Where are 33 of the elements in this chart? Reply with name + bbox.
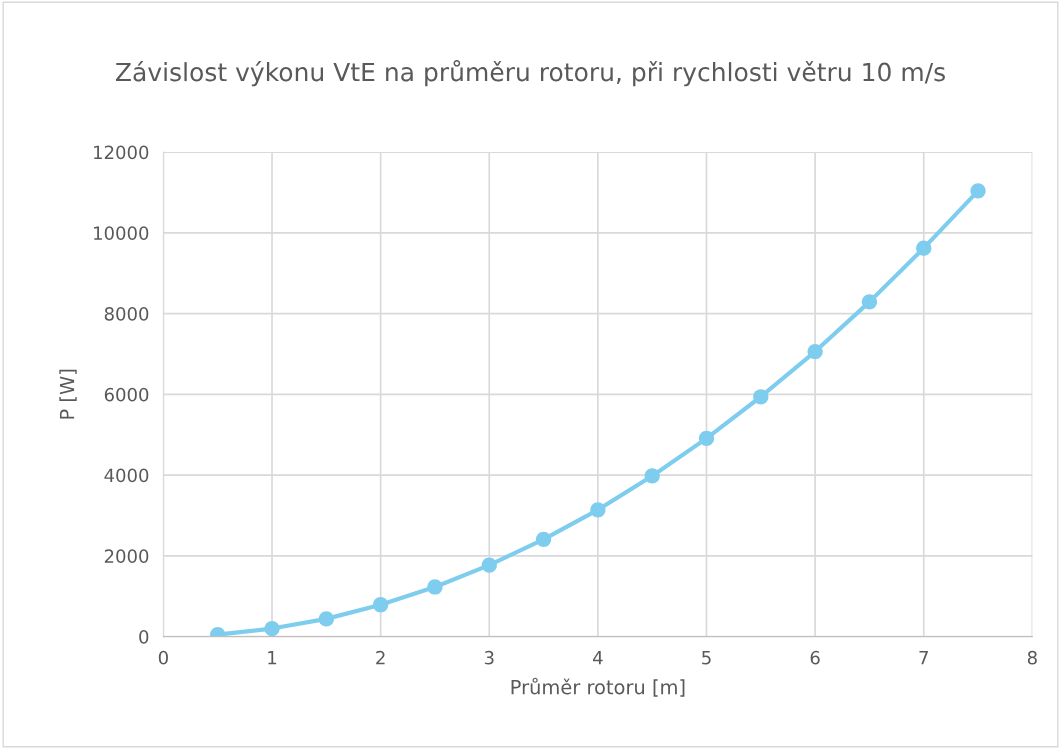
point bbox=[264, 620, 280, 637]
x-tick-label: 5 bbox=[702, 651, 711, 665]
point bbox=[590, 502, 606, 518]
point bbox=[318, 611, 334, 627]
x-axis-title: Průměr rotoru [m] bbox=[511, 677, 685, 697]
y-tick-label: 6000 bbox=[104, 387, 149, 402]
point bbox=[807, 343, 823, 360]
point bbox=[753, 389, 769, 405]
point bbox=[970, 183, 986, 199]
x-tick-label: 3 bbox=[484, 650, 494, 665]
y-tick-label: 0 bbox=[139, 630, 149, 644]
x-tick-label: 8 bbox=[1027, 650, 1037, 665]
point bbox=[861, 294, 878, 310]
point bbox=[916, 240, 932, 256]
x-tick-label: 0 bbox=[158, 650, 168, 665]
point bbox=[698, 430, 715, 447]
point bbox=[644, 468, 660, 484]
point bbox=[535, 531, 552, 547]
y-tick-label: 4000 bbox=[104, 468, 149, 483]
y-tick-label: 8000 bbox=[104, 307, 149, 321]
point bbox=[481, 557, 497, 573]
x-tick-label: 1 bbox=[268, 651, 277, 665]
x-tick-label: 4 bbox=[593, 651, 603, 665]
y-tick-label: 12000 bbox=[94, 145, 149, 160]
point bbox=[372, 597, 389, 613]
y-tick-label: 2000 bbox=[104, 549, 149, 563]
x-tick-label: 6 bbox=[810, 650, 820, 665]
chart-title: Závislost výkonu VtE na průměru rotoru, při rychlosti větru 10 m/s bbox=[116, 59, 945, 87]
x-tick-label: 2 bbox=[376, 650, 385, 665]
point bbox=[427, 579, 443, 595]
x-tick-label: 7 bbox=[919, 651, 928, 665]
y-tick-label: 10000 bbox=[94, 226, 149, 240]
y-axis-title: P [W] bbox=[59, 369, 77, 419]
